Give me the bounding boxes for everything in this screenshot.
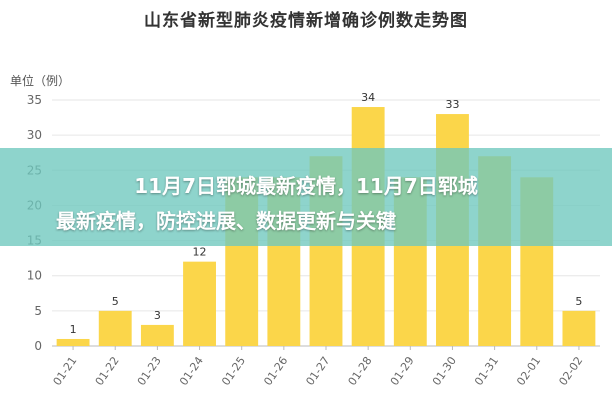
headline-banner: 11月7日郓城最新疫情，11月7日郓城 最新疫情，防控进展、数据更新与关键 bbox=[0, 148, 612, 246]
x-tick-label: 01-26 bbox=[261, 354, 290, 388]
bar-01-24 bbox=[183, 261, 216, 346]
bar-01-22 bbox=[98, 310, 132, 346]
data-label: 3 bbox=[154, 309, 161, 322]
x-tick-label: 01-28 bbox=[346, 354, 375, 388]
y-tick-label: 5 bbox=[34, 304, 42, 318]
y-tick-label: 10 bbox=[27, 269, 42, 283]
y-tick-label: 35 bbox=[27, 93, 42, 107]
x-tick-label: 02-02 bbox=[556, 354, 585, 388]
x-tick-label: 01-23 bbox=[135, 354, 164, 388]
bar-01-21 bbox=[56, 338, 90, 346]
x-tick-label: 01-25 bbox=[219, 354, 248, 388]
x-tick-label: 01-24 bbox=[177, 354, 206, 388]
x-tick-label: 01-30 bbox=[430, 354, 459, 388]
x-tick-label: 01-22 bbox=[93, 354, 122, 388]
x-tick-label: 01-31 bbox=[472, 354, 501, 388]
data-label: 12 bbox=[193, 246, 207, 259]
bar-02-02 bbox=[562, 310, 596, 346]
data-label: 5 bbox=[575, 295, 582, 308]
data-labels: 1 5 3 12 34 33 5 bbox=[70, 91, 583, 336]
x-tick-label: 01-21 bbox=[51, 354, 80, 388]
bars bbox=[56, 107, 596, 347]
x-tick-label: 02-01 bbox=[514, 354, 543, 388]
headline-line-2: 最新疫情，防控进展、数据更新与关键 bbox=[56, 209, 396, 233]
y-tick-label: 30 bbox=[27, 128, 42, 142]
data-label: 34 bbox=[361, 91, 375, 104]
bar-01-23 bbox=[140, 324, 174, 346]
data-label: 5 bbox=[112, 295, 119, 308]
x-tick-label: 01-27 bbox=[303, 354, 332, 388]
data-label: 33 bbox=[445, 98, 459, 111]
x-axis-ticks: 01-21 01-22 01-23 01-24 01-25 01-26 01-27 01-28… bbox=[51, 346, 585, 388]
y-tick-label: 0 bbox=[34, 339, 42, 353]
y-axis-unit-label: 单位（例） bbox=[10, 74, 71, 88]
chart-title: 山东省新型肺炎疫情新增确诊例数走势图 bbox=[144, 11, 468, 31]
headline-line-1: 11月7日郓城最新疫情，11月7日郓城 bbox=[134, 174, 478, 198]
x-tick-label: 01-29 bbox=[388, 354, 417, 388]
data-label: 1 bbox=[70, 323, 77, 336]
